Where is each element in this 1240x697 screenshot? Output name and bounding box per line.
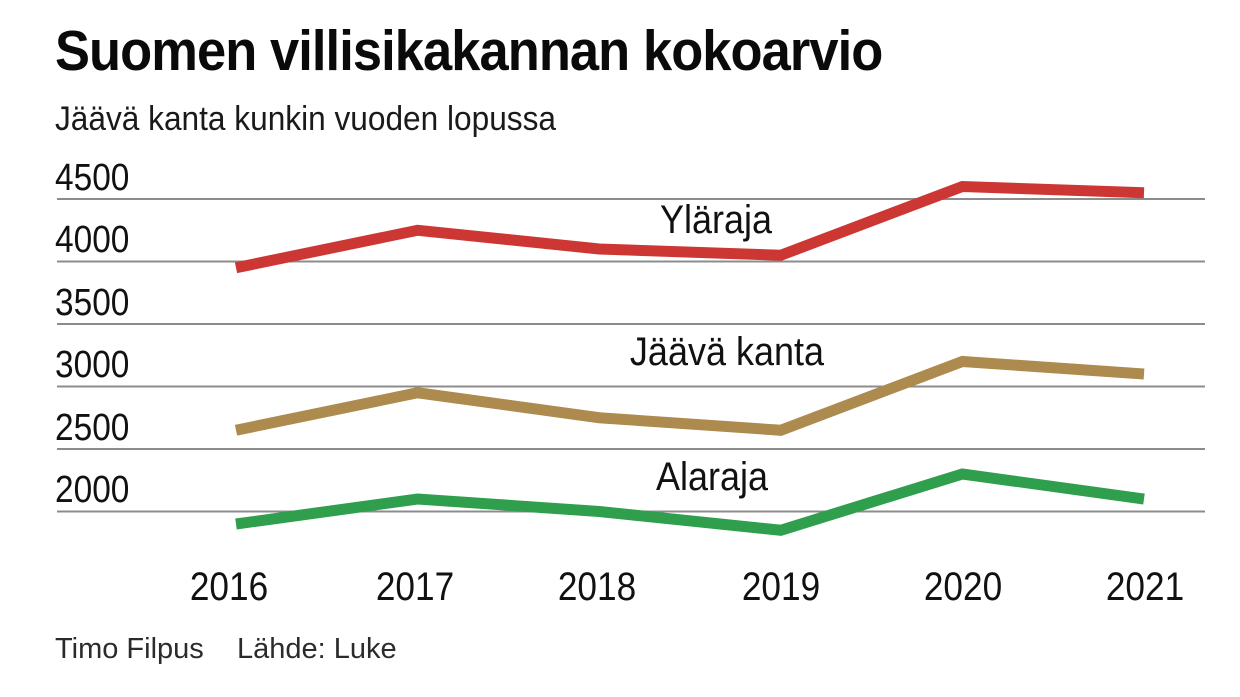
source-text: Lähde: Luke: [237, 633, 397, 665]
y-tick-label: 3500: [55, 282, 130, 324]
y-tick-label: 4000: [55, 219, 130, 261]
series-lines: [234, 180, 1145, 536]
series-line-alaraja: [235, 468, 1145, 536]
x-axis-year-label: 2018: [557, 565, 637, 609]
y-tick-label: 2500: [55, 407, 130, 449]
series-line-yl-raja: [234, 180, 1145, 274]
series-line-j-v-kanta: [234, 355, 1145, 436]
x-axis-year-label: 2021: [1105, 565, 1185, 609]
credit-text: Timo Filpus: [55, 633, 204, 665]
y-tick-label: 4500: [55, 157, 130, 199]
x-axis-year-label: 2016: [189, 565, 269, 609]
series-label-alaraja: Alaraja: [655, 455, 769, 499]
series-label-jaava-kanta: Jäävä kanta: [629, 330, 825, 374]
chart-title: Suomen villisikakannan kokoarvio: [55, 19, 883, 83]
chart-subtitle: Jäävä kanta kunkin vuoden lopussa: [55, 100, 557, 138]
y-tick-label: 2000: [55, 469, 130, 511]
x-axis-year-label: 2017: [375, 565, 455, 609]
y-tick-label: 3000: [55, 344, 130, 386]
series-label-ylaraja: Yläraja: [659, 198, 773, 242]
x-axis-year-label: 2019: [741, 565, 821, 609]
x-axis-year-label: 2020: [923, 565, 1003, 609]
